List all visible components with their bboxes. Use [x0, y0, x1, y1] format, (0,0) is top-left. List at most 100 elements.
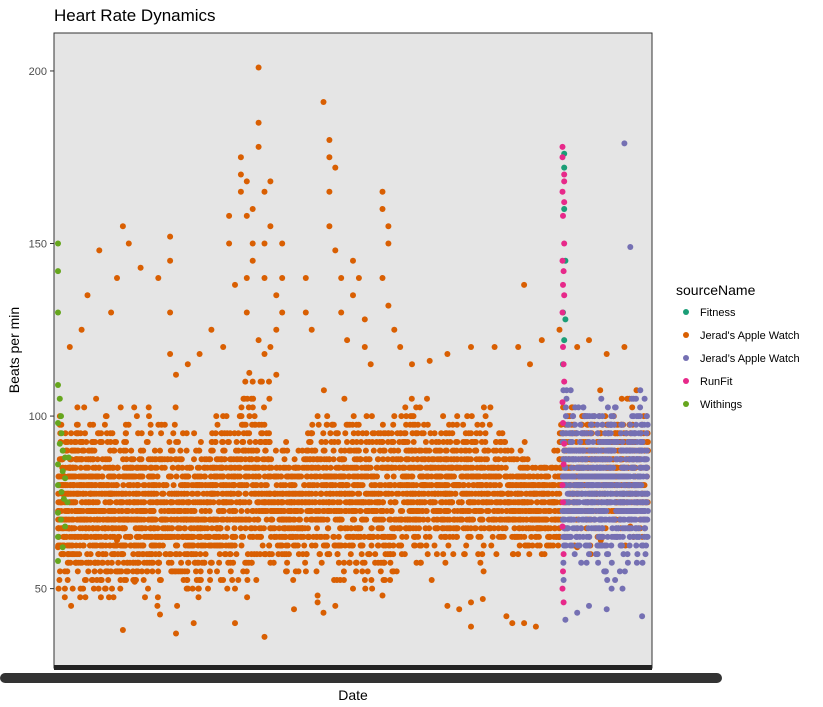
data-point [62, 586, 68, 592]
data-point [304, 474, 310, 480]
data-point [324, 543, 330, 549]
data-point [500, 525, 506, 531]
data-point [277, 543, 283, 549]
data-point [421, 422, 427, 428]
data-point [102, 525, 108, 531]
data-point [130, 560, 136, 566]
data-point [423, 465, 429, 471]
data-point [123, 430, 129, 436]
data-point [517, 543, 523, 549]
data-point [118, 404, 124, 410]
data-point [120, 456, 126, 462]
data-point [378, 482, 384, 488]
data-point [494, 508, 500, 514]
data-point [345, 465, 351, 471]
data-point [481, 568, 487, 574]
data-point [529, 482, 535, 488]
data-point [73, 560, 79, 566]
data-point [369, 586, 375, 592]
data-point [326, 499, 332, 505]
data-point [512, 508, 518, 514]
data-point [239, 404, 245, 410]
data-point [148, 430, 154, 436]
data-point [233, 551, 239, 557]
data-point [232, 620, 238, 626]
data-point [149, 508, 155, 514]
data-point [356, 275, 362, 281]
data-point [466, 482, 472, 488]
data-point [258, 534, 264, 540]
data-point [344, 439, 350, 445]
data-point [254, 551, 260, 557]
data-point [103, 568, 109, 574]
data-point [233, 448, 239, 454]
data-point [207, 508, 213, 514]
data-point [274, 482, 280, 488]
data-point [510, 482, 516, 488]
data-point [363, 508, 369, 514]
data-point [175, 465, 181, 471]
data-point [644, 413, 650, 419]
data-point [379, 508, 385, 514]
data-point [224, 413, 230, 419]
data-point [146, 413, 152, 419]
data-point [167, 508, 173, 514]
data-point [343, 499, 349, 505]
data-point [458, 456, 464, 462]
data-point [178, 456, 184, 462]
data-point [284, 448, 290, 454]
data-point [93, 508, 99, 514]
data-point [217, 508, 223, 514]
data-point [157, 448, 163, 454]
data-point [69, 543, 75, 549]
data-point [131, 517, 137, 523]
data-point [327, 491, 333, 497]
data-point [331, 577, 337, 583]
data-point [572, 422, 578, 428]
data-point [148, 465, 154, 471]
data-point [290, 517, 296, 523]
data-point [176, 534, 182, 540]
data-point [268, 474, 274, 480]
data-point [92, 491, 98, 497]
data-point [411, 439, 417, 445]
data-point [78, 465, 84, 471]
data-point [213, 430, 219, 436]
data-point [516, 525, 522, 531]
data-point [541, 508, 547, 514]
data-point [391, 327, 397, 333]
data-point [279, 275, 285, 281]
data-point [77, 517, 83, 523]
data-point [370, 534, 376, 540]
data-point [106, 594, 112, 600]
data-point [360, 482, 366, 488]
data-point [423, 525, 429, 531]
data-point [123, 568, 129, 574]
data-point [459, 517, 465, 523]
data-point [92, 568, 98, 574]
data-point [458, 508, 464, 514]
data-point [331, 422, 337, 428]
data-point [128, 448, 134, 454]
data-point [519, 465, 525, 471]
data-point [451, 525, 457, 531]
data-point [545, 534, 551, 540]
data-point [640, 560, 646, 566]
data-point [266, 439, 272, 445]
data-point [228, 568, 234, 574]
data-point [358, 499, 364, 505]
data-point [423, 439, 429, 445]
data-point [95, 560, 101, 566]
data-point [440, 413, 446, 419]
data-point [519, 499, 525, 505]
data-point [207, 568, 213, 574]
data-point [354, 465, 360, 471]
data-point [480, 517, 486, 523]
data-point [220, 439, 226, 445]
data-point [387, 543, 393, 549]
data-point [127, 474, 133, 480]
data-point [98, 534, 104, 540]
data-point [77, 594, 83, 600]
data-point [256, 120, 262, 126]
data-point [552, 517, 558, 523]
